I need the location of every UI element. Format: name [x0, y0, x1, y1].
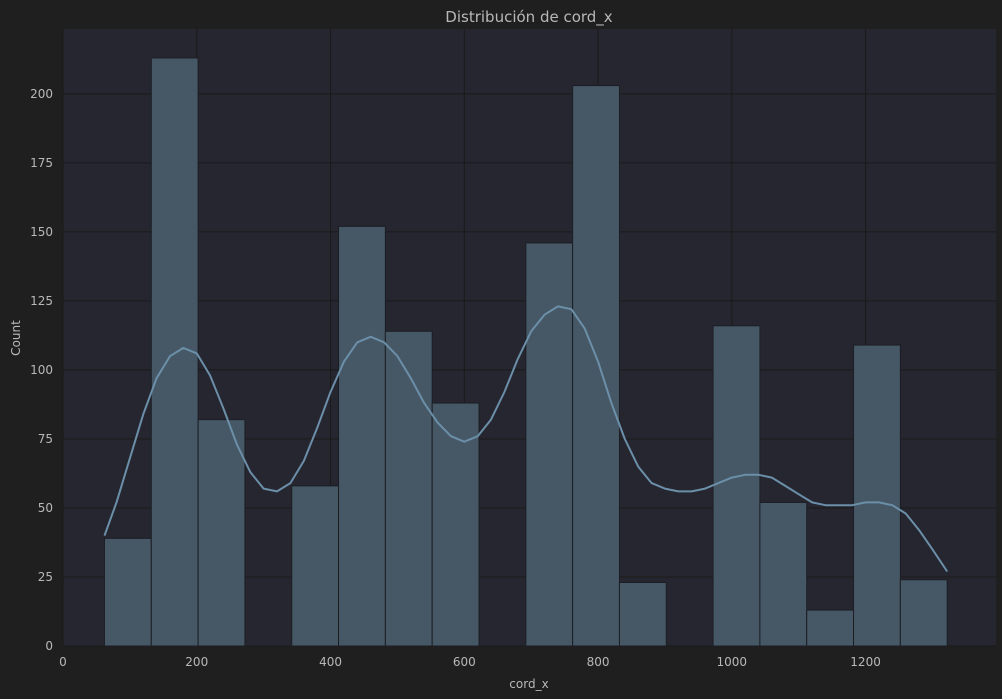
histogram-bar: [806, 609, 855, 647]
y-tick-label: 150: [30, 225, 53, 239]
x-tick-label: 600: [453, 655, 476, 669]
histogram-bar: [150, 57, 199, 647]
y-tick-label: 0: [45, 639, 53, 653]
x-tick-label: 0: [59, 655, 67, 669]
x-tick-label: 200: [185, 655, 208, 669]
x-tick-label: 1200: [850, 655, 881, 669]
histogram-bar: [384, 330, 433, 647]
y-tick-label: 200: [30, 87, 53, 101]
x-axis-label: cord_x: [509, 677, 548, 691]
histogram-bar: [338, 225, 386, 647]
tick-labels: 0 200 400 600 800 1000 1200 0 25 50 75 100 125 150 175…: [30, 87, 881, 669]
y-tick-label: 175: [30, 156, 53, 170]
y-axis-label: Count: [9, 320, 23, 356]
y-tick-label: 50: [38, 501, 53, 515]
histogram-bar: [291, 485, 340, 647]
x-tick-label: 400: [319, 655, 342, 669]
histogram-bar: [572, 85, 620, 647]
histogram-bar: [759, 501, 808, 647]
y-tick-label: 25: [38, 570, 53, 584]
y-tick-label: 125: [30, 294, 53, 308]
histogram-bar: [899, 579, 948, 647]
x-tick-label: 1000: [717, 655, 748, 669]
histogram-bar: [712, 325, 761, 647]
histogram-bar: [197, 419, 246, 647]
histogram-bar: [103, 537, 152, 647]
y-tick-label: 75: [38, 432, 53, 446]
histogram-bar: [853, 344, 901, 647]
kde-line: [103, 305, 949, 573]
histogram-bar: [525, 242, 574, 647]
x-tick-label: 800: [587, 655, 610, 669]
y-tick-label: 100: [30, 363, 53, 377]
chart-title: Distribución de cord_x: [445, 8, 613, 27]
kde-curve-layer: [103, 305, 949, 573]
histogram-bars: [103, 57, 948, 647]
histogram-bar: [618, 582, 667, 647]
histogram-bar: [431, 402, 480, 647]
